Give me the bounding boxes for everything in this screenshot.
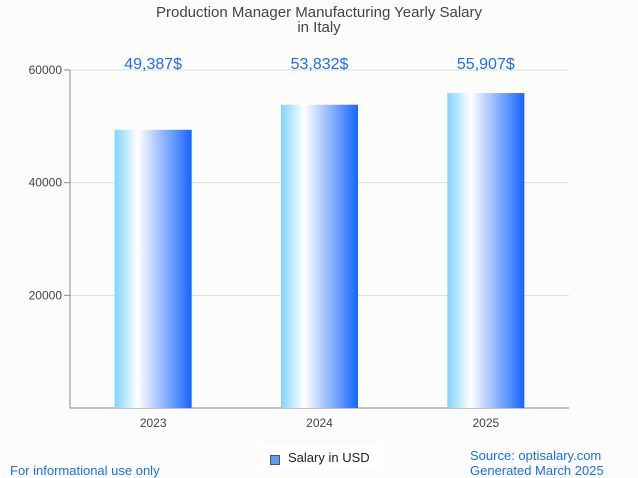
y-tick-label: 20000 — [29, 288, 63, 302]
generated-date: Generated March 2025 — [470, 463, 604, 478]
bar — [281, 104, 358, 408]
bar — [114, 129, 192, 408]
data-label: 55,907$ — [457, 56, 515, 73]
x-tick-label: 2024 — [306, 416, 333, 430]
y-tick-label: 40000 — [29, 176, 63, 190]
x-tick-label: 2025 — [472, 416, 499, 430]
data-label: 53,832$ — [291, 56, 349, 73]
data-label: 49,387$ — [124, 56, 182, 73]
bar — [447, 93, 525, 408]
x-tick-label: 2023 — [140, 416, 167, 430]
legend[interactable]: Salary in USD — [263, 446, 377, 470]
legend-label: Salary in USD — [288, 450, 370, 465]
legend-swatch — [270, 455, 280, 465]
disclaimer: For informational use only — [10, 463, 160, 478]
chart-title: Production Manager Manufacturing Yearly … — [155, 4, 483, 21]
chart-subtitle: in Italy — [297, 19, 341, 36]
y-tick-label: 60000 — [29, 63, 63, 77]
source-link[interactable]: Source: optisalary.com — [470, 448, 602, 463]
